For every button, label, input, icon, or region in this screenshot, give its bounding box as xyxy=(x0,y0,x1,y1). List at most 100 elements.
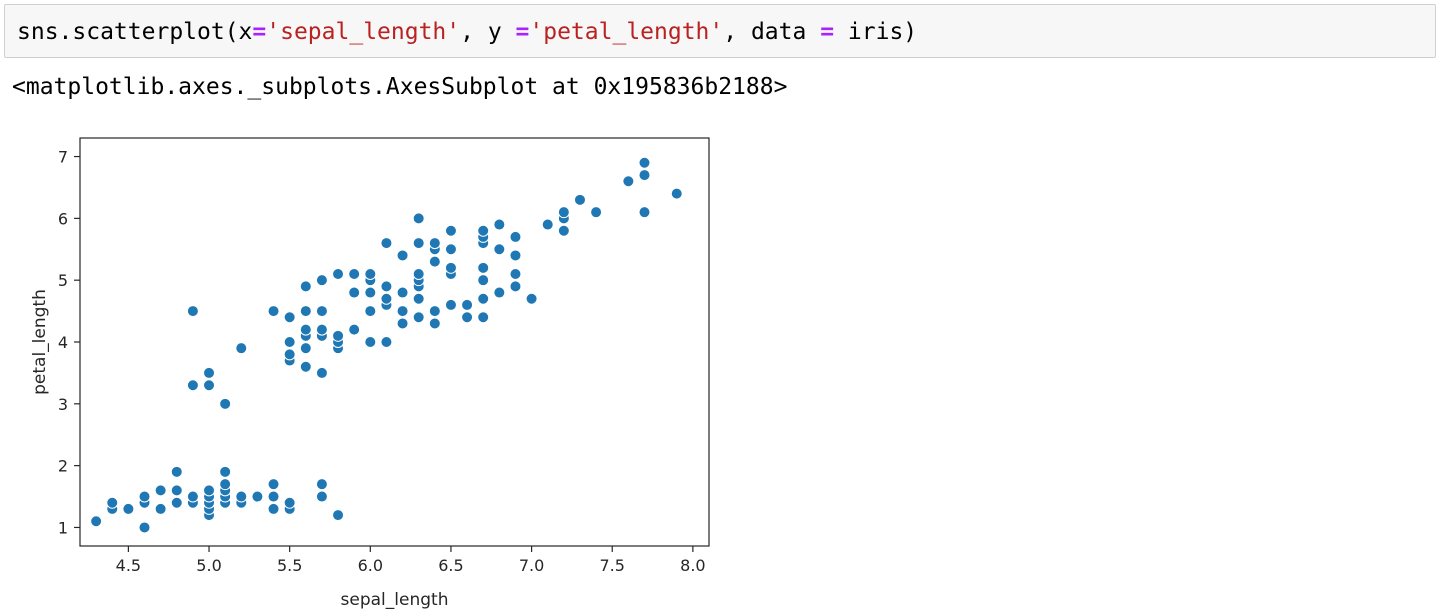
code-equals-op: = xyxy=(820,19,835,45)
scatter-point xyxy=(444,261,457,274)
scatter-point xyxy=(412,212,425,225)
scatter-point xyxy=(348,268,361,280)
y-tick-label: 5 xyxy=(58,271,68,290)
code-data-value: iris) xyxy=(834,19,918,45)
x-tick-label: 5.5 xyxy=(277,556,302,575)
scatter-point xyxy=(299,342,312,355)
code-input-cell[interactable]: sns.scatterplot(x='sepal_length', y ='pe… xyxy=(4,4,1436,58)
scatter-point xyxy=(525,292,538,305)
scatter-point xyxy=(477,274,490,287)
scatter-point xyxy=(106,496,119,509)
scatter-point xyxy=(122,502,135,515)
scatter-point xyxy=(541,218,554,231)
code-string-y: 'petal_length' xyxy=(529,19,724,45)
scatter-point xyxy=(315,323,328,336)
scatter-point xyxy=(477,311,490,324)
code-line: sns.scatterplot(x='sepal_length', y ='pe… xyxy=(17,18,917,46)
scatter-point xyxy=(509,280,522,293)
code-arg-y: , y xyxy=(460,19,516,45)
scatter-point xyxy=(396,286,409,299)
scatter-point xyxy=(138,490,151,503)
output-text: <matplotlib.axes._subplots.AxesSubplot a… xyxy=(12,74,788,100)
scatter-point xyxy=(477,224,490,237)
scatter-point xyxy=(219,465,232,478)
y-tick-label: 7 xyxy=(58,148,68,167)
scatter-point xyxy=(251,490,264,503)
scatter-point xyxy=(396,249,409,262)
scatter-point xyxy=(283,336,296,348)
scatter-point xyxy=(638,169,651,182)
scatter-point xyxy=(348,286,361,299)
scatter-point xyxy=(315,366,328,379)
scatter-point xyxy=(638,206,651,219)
scatter-point xyxy=(461,311,474,324)
scatter-point xyxy=(315,490,328,503)
scatter-point xyxy=(364,286,377,299)
scatter-point xyxy=(283,311,296,324)
scatter-point xyxy=(557,224,570,237)
scatter-point xyxy=(267,490,280,503)
scatter-point xyxy=(283,496,296,509)
scatter-point xyxy=(364,268,377,280)
scatter-point xyxy=(638,156,651,169)
scatter-point xyxy=(428,317,441,330)
scatter-point xyxy=(138,521,151,534)
scatter-point xyxy=(267,502,280,515)
scatter-point xyxy=(380,292,393,305)
scatter-point xyxy=(332,329,345,342)
scatter-point xyxy=(235,490,248,503)
scatter-point xyxy=(267,478,280,491)
scatter-point xyxy=(380,237,393,250)
scatter-point xyxy=(444,224,457,237)
scatter-point xyxy=(332,268,345,280)
scatter-point xyxy=(380,336,393,348)
scatter-point xyxy=(573,193,586,206)
scatter-point xyxy=(493,218,506,231)
x-tick-label: 4.5 xyxy=(116,556,141,575)
scatter-point xyxy=(299,360,312,373)
y-tick-label: 1 xyxy=(58,518,68,537)
y-tick-label: 4 xyxy=(58,333,68,352)
scatter-point xyxy=(557,206,570,219)
scatter-point xyxy=(364,336,377,348)
scatter-point xyxy=(493,243,506,256)
scatter-point xyxy=(267,305,280,318)
scatter-point xyxy=(493,286,506,299)
scatter-point xyxy=(170,465,183,478)
y-axis-label: petal_length xyxy=(30,289,50,395)
x-axis-label: sepal_length xyxy=(341,590,449,610)
scatter-point xyxy=(590,206,603,219)
scatter-point xyxy=(509,249,522,262)
code-call: sns.scatterplot(x xyxy=(17,19,253,45)
x-tick-label: 6.5 xyxy=(438,556,463,575)
scatter-point xyxy=(428,237,441,250)
scatter-point xyxy=(412,237,425,250)
x-tick-label: 7.5 xyxy=(600,556,625,575)
scatter-point xyxy=(332,509,345,522)
scatter-point xyxy=(412,311,425,324)
scatter-point xyxy=(444,298,457,311)
scatter-point xyxy=(203,484,216,497)
scatter-point xyxy=(170,496,183,509)
scatter-point xyxy=(670,187,683,200)
code-equals-op: = xyxy=(252,19,267,45)
scatter-point xyxy=(186,379,199,392)
scatter-point xyxy=(299,305,312,318)
scatter-point xyxy=(219,397,232,410)
scatter-point xyxy=(315,305,328,318)
scatter-point xyxy=(461,298,474,311)
scatter-point xyxy=(412,268,425,280)
scatter-point xyxy=(396,305,409,318)
scatter-point xyxy=(299,280,312,293)
scatter-point xyxy=(154,502,167,515)
scatter-point xyxy=(203,366,216,379)
scatter-point xyxy=(477,292,490,305)
scatter-point xyxy=(364,305,377,318)
scatter-point xyxy=(396,317,409,330)
scatter-point xyxy=(186,490,199,503)
code-equals-op: = xyxy=(515,19,530,45)
y-tick-label: 6 xyxy=(58,209,68,228)
scatter-point xyxy=(348,323,361,336)
scatter-point xyxy=(477,261,490,274)
